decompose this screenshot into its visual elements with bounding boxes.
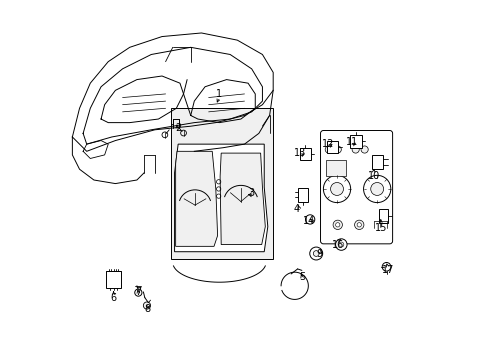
Text: 17: 17 — [381, 265, 393, 275]
Circle shape — [330, 183, 343, 195]
Text: 7: 7 — [135, 287, 142, 297]
Text: 8: 8 — [143, 304, 150, 314]
Bar — [171, 108, 273, 259]
Circle shape — [143, 302, 150, 309]
Circle shape — [313, 251, 319, 256]
Bar — [300, 148, 310, 160]
Text: 10: 10 — [366, 171, 379, 181]
Polygon shape — [174, 144, 267, 252]
Text: 9: 9 — [316, 248, 322, 258]
Circle shape — [360, 146, 367, 153]
Circle shape — [370, 183, 383, 195]
Circle shape — [309, 247, 322, 260]
Text: 11: 11 — [345, 138, 358, 147]
Text: 13: 13 — [293, 148, 305, 158]
Bar — [349, 135, 361, 148]
Circle shape — [356, 223, 361, 227]
Circle shape — [354, 220, 363, 229]
Bar — [106, 271, 121, 288]
Circle shape — [325, 146, 332, 153]
Bar — [325, 160, 346, 176]
Polygon shape — [220, 153, 265, 244]
Text: 3: 3 — [248, 188, 254, 198]
Text: 12: 12 — [321, 139, 334, 149]
Circle shape — [363, 175, 390, 203]
Bar — [378, 210, 387, 223]
Circle shape — [335, 239, 346, 250]
Circle shape — [382, 262, 390, 271]
Text: 15: 15 — [374, 224, 386, 233]
Text: 4: 4 — [293, 204, 299, 214]
Circle shape — [323, 175, 350, 203]
Bar — [326, 140, 338, 153]
Bar — [371, 155, 383, 169]
Text: 14: 14 — [302, 216, 315, 226]
Polygon shape — [175, 151, 217, 246]
Circle shape — [335, 223, 339, 227]
Text: 16: 16 — [331, 239, 343, 249]
FancyBboxPatch shape — [320, 131, 392, 244]
Circle shape — [351, 146, 359, 153]
Text: 6: 6 — [110, 293, 117, 303]
Circle shape — [332, 220, 342, 229]
Circle shape — [338, 242, 343, 247]
Circle shape — [305, 215, 314, 224]
Text: 5: 5 — [298, 272, 305, 282]
Text: 2: 2 — [175, 123, 181, 133]
Text: 1: 1 — [216, 89, 222, 99]
Circle shape — [333, 146, 341, 153]
Bar — [298, 188, 308, 202]
